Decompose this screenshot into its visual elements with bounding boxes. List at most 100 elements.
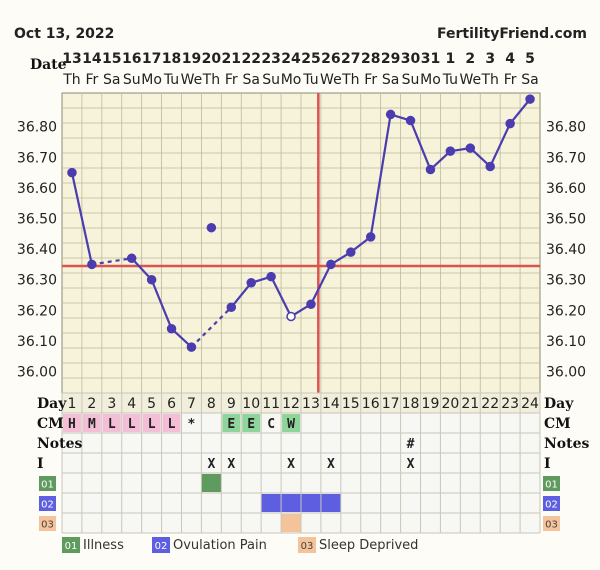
- temp-point: [306, 299, 316, 309]
- cycle-day: 15: [342, 396, 360, 412]
- legend: 01 Illness 02 Ovulation Pain 03 Sleep Deprive…: [62, 537, 418, 553]
- custom-cell-03: [281, 514, 301, 532]
- date-label: 26: [321, 51, 340, 67]
- day-cell: [81, 393, 102, 413]
- weekday-label: We: [459, 72, 481, 88]
- weekday-label: Fr: [504, 72, 517, 88]
- legend-code: 03: [301, 541, 314, 552]
- day-cell: [101, 393, 122, 413]
- temp-line: [309, 263, 332, 305]
- temp-point: [246, 278, 256, 288]
- custom-code-badge: [39, 516, 56, 531]
- cm-value: C: [267, 417, 275, 432]
- legend-badge: [62, 537, 80, 553]
- weekday-label: Mo: [141, 72, 162, 88]
- cm-cell-highlight: [122, 414, 141, 432]
- note-marker: #: [407, 437, 415, 452]
- cycle-day: 22: [481, 396, 499, 412]
- weekday-label: Tu: [302, 72, 318, 88]
- weekday-label: Th: [62, 72, 80, 88]
- cm-value: M: [88, 417, 96, 432]
- date-label: 5: [525, 51, 535, 67]
- custom-code-badge: [39, 496, 56, 511]
- date-label: 3: [485, 51, 495, 67]
- cycle-day: 23: [501, 396, 519, 412]
- y-tick-right: 36.10: [546, 334, 586, 350]
- custom-code-badge: [39, 476, 56, 491]
- cm-cell-highlight: [222, 414, 241, 432]
- weekday-label: Su: [262, 72, 280, 88]
- y-tick-right: 36.20: [546, 303, 586, 319]
- temp-point: [326, 259, 336, 270]
- row-label-intercourse-right: I: [544, 456, 551, 472]
- cycle-day: 20: [441, 396, 459, 412]
- temp-point: [405, 115, 416, 126]
- y-tick-left: 36.00: [17, 365, 57, 381]
- cycle-day: 12: [282, 396, 300, 412]
- cm-value: H: [68, 417, 76, 432]
- date-label: 25: [301, 51, 320, 67]
- legend-badge: [298, 537, 316, 553]
- y-tick-left: 36.50: [17, 212, 57, 228]
- row-label-day-right: Day: [544, 396, 574, 412]
- cycle-day: 3: [107, 396, 116, 412]
- legend-badge: [152, 537, 170, 553]
- date-label: 21: [222, 51, 241, 67]
- custom-code-badge: [543, 476, 560, 491]
- y-tick-right: 36.70: [546, 150, 586, 166]
- date-label: 24: [281, 51, 301, 67]
- temp-point-discarded: [206, 222, 217, 233]
- temp-point: [226, 302, 237, 313]
- day-cell: [420, 393, 441, 413]
- date-label: 4: [505, 51, 515, 67]
- date-label: 15: [102, 51, 121, 67]
- cm-cell-highlight: [102, 414, 121, 432]
- temp-line: [270, 276, 293, 317]
- brand-name: FertilityFriend.com: [437, 26, 587, 42]
- day-cell: [221, 393, 242, 413]
- custom-code-text: 01: [545, 480, 558, 491]
- day-cell: [141, 393, 162, 413]
- day-cell: [320, 393, 341, 413]
- weekday-label: Th: [480, 72, 498, 88]
- intercourse-marker: X: [207, 457, 215, 472]
- temp-point: [346, 247, 356, 257]
- temperature-plot: 36.80 36.80 36.70 36.70 36.60 36.60 36.50 36.50…: [17, 92, 586, 394]
- custom-code-badge: [543, 496, 560, 511]
- cm-value: E: [227, 417, 235, 432]
- temp-point: [385, 109, 396, 120]
- temp-point: [425, 164, 436, 175]
- temp-line: [130, 257, 153, 281]
- temp-line: [489, 123, 512, 167]
- row-label-cm-right: CM: [544, 416, 571, 432]
- day-cell: [520, 393, 540, 413]
- weekday-label: Tu: [163, 72, 179, 88]
- temp-point: [266, 271, 276, 282]
- cycle-day: 16: [362, 396, 380, 412]
- weekday-label: Sa: [521, 72, 538, 88]
- cycle-day: 21: [461, 396, 479, 412]
- y-tick-right: 36.00: [546, 365, 586, 381]
- custom-cell-01: [201, 474, 222, 492]
- date-label: 27: [341, 51, 360, 67]
- cm-value: L: [108, 417, 116, 432]
- temp-point: [465, 143, 476, 153]
- cm-value: W: [287, 417, 295, 432]
- cycle-day: 13: [302, 396, 320, 412]
- date-label: 17: [142, 51, 161, 67]
- weekday-label: Fr: [364, 72, 377, 88]
- date-label: 28: [361, 51, 380, 67]
- intercourse-marker: X: [227, 457, 235, 472]
- temp-point: [166, 323, 177, 334]
- date-label: 18: [162, 51, 181, 67]
- day-cell: [121, 393, 142, 413]
- temp-line-dashed: [190, 306, 233, 348]
- date-label: 13: [62, 51, 81, 67]
- day-cell: [460, 393, 481, 413]
- intercourse-marker: X: [287, 457, 295, 472]
- day-cell: [201, 393, 222, 413]
- row-label-intercourse: I: [37, 456, 44, 472]
- cycle-day: 6: [167, 396, 176, 412]
